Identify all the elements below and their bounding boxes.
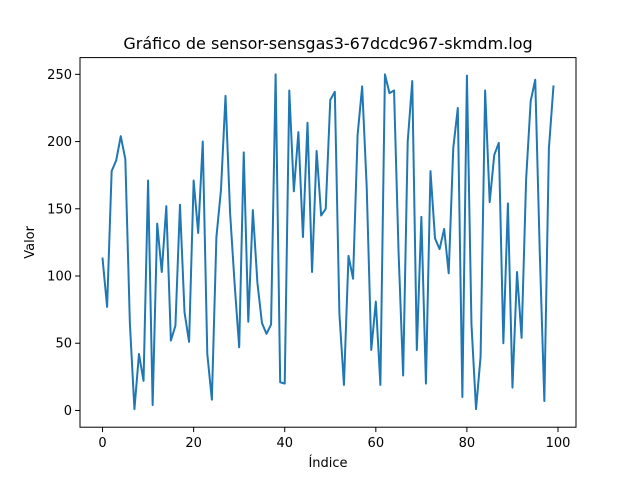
x-tick-label: 20 — [185, 436, 202, 451]
y-tick-label: 200 — [47, 135, 72, 150]
x-tick-label: 80 — [459, 436, 476, 451]
plot-area — [101, 73, 555, 411]
y-tick-label: 150 — [47, 202, 72, 217]
y-tick-label: 100 — [47, 270, 72, 285]
x-tick-label: 40 — [276, 436, 293, 451]
x-tick-label: 60 — [368, 436, 385, 451]
y-axis: 0 50 100 150 200 250 — [47, 68, 80, 419]
y-tick-label: 50 — [55, 337, 72, 352]
y-tick-label: 250 — [47, 68, 72, 83]
axes-frame — [79, 57, 577, 428]
x-tick-label: 0 — [98, 436, 106, 451]
x-axis-label: Índice — [308, 455, 347, 471]
x-tick-label: 100 — [546, 436, 571, 451]
y-axis-label: Valor — [23, 225, 38, 258]
chart-title: Gráfico de sensor-sensgas3-67dcdc967-skm… — [123, 34, 532, 53]
y-tick-label: 0 — [64, 404, 72, 419]
series-line-0 — [101, 73, 555, 411]
x-axis: 0 20 40 60 80 100 — [98, 427, 570, 451]
